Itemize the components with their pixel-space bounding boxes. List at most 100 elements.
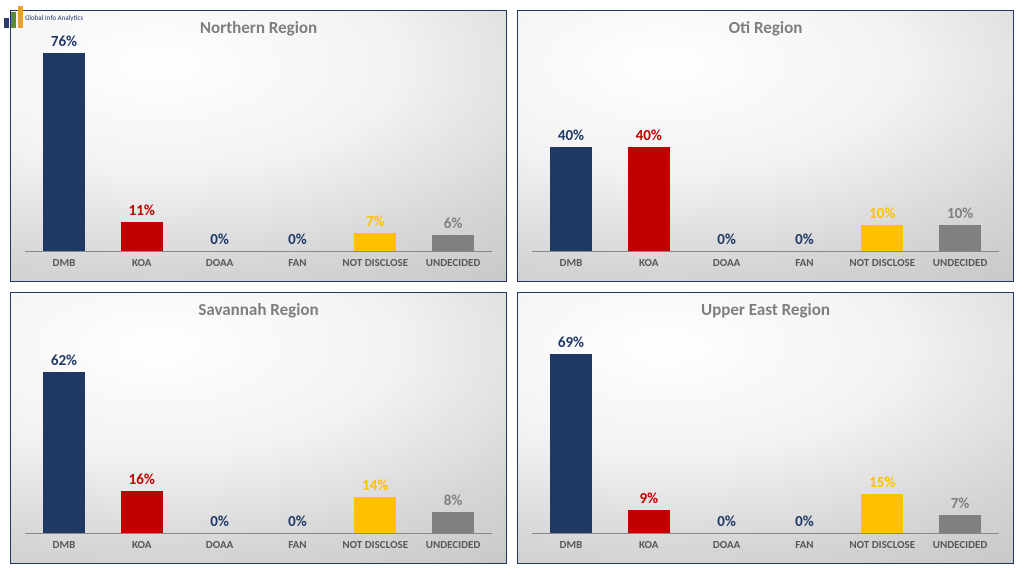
chart-panel: Northern Region76%11%0%0%7%6%DMBKOADOAAF… <box>10 10 507 282</box>
bars: 62% 16% 0% 0% 14% 8% <box>25 325 492 533</box>
bar-value-label: 10% <box>947 205 973 223</box>
bar: 14% <box>354 497 396 533</box>
bar-slot: 10% <box>843 43 921 251</box>
bar-value-label: 62% <box>51 352 77 370</box>
bar: 10% <box>861 225 903 251</box>
axis-label: FAN <box>258 534 336 563</box>
axis-label: NOT DISCLOSE <box>843 252 921 281</box>
panel-title: Upper East Region <box>518 293 1013 320</box>
bar: 16% <box>121 491 163 533</box>
axis-label: KOA <box>610 252 688 281</box>
bar-value-label: 76% <box>51 33 77 51</box>
axis-label: DMB <box>25 252 103 281</box>
bar-value-label: 7% <box>951 495 970 513</box>
bar-value-label: 0% <box>210 231 229 249</box>
chart-grid: Northern Region76%11%0%0%7%6%DMBKOADOAAF… <box>10 10 1014 564</box>
bar-slot: 16% <box>103 325 181 533</box>
bars: 69% 9% 0% 0% 15% 7% <box>532 325 999 533</box>
bar-slot: 0% <box>181 43 259 251</box>
bar-slot: 7% <box>336 43 414 251</box>
bar-value-label: 0% <box>288 513 307 531</box>
bar-slot: 0% <box>258 43 336 251</box>
bar-value-label: 40% <box>636 127 662 145</box>
chart-panel: Upper East Region69%9%0%0%15%7%DMBKOADOA… <box>517 292 1014 564</box>
bar-slot: 0% <box>765 325 843 533</box>
bar-value-label: 11% <box>129 202 155 220</box>
bar-slot: 15% <box>843 325 921 533</box>
axis-label: DOAA <box>181 252 259 281</box>
x-axis: DMBKOADOAAFANNOT DISCLOSEUNDECIDED <box>25 251 492 281</box>
axis-label: NOT DISCLOSE <box>336 252 414 281</box>
bar-slot: 0% <box>765 43 843 251</box>
bar-slot: 10% <box>921 43 999 251</box>
bar-slot: 0% <box>181 325 259 533</box>
bar-slot: 40% <box>532 43 610 251</box>
bar-slot: 7% <box>921 325 999 533</box>
axis-label: NOT DISCLOSE <box>336 534 414 563</box>
bar-value-label: 6% <box>444 215 463 233</box>
logo-bars-icon <box>4 6 23 28</box>
bar-value-label: 9% <box>639 490 658 508</box>
chart-area: 69% 9% 0% 0% 15% 7% <box>532 325 999 533</box>
brand-logo: Global Info Analytics <box>4 2 64 32</box>
axis-label: KOA <box>103 534 181 563</box>
logo-text: Global Info Analytics <box>25 14 83 21</box>
bar: 40% <box>628 147 670 251</box>
chart-area: 62% 16% 0% 0% 14% 8% <box>25 325 492 533</box>
bar-slot: 0% <box>688 43 766 251</box>
bar-value-label: 0% <box>210 513 229 531</box>
axis-label: UNDECIDED <box>414 252 492 281</box>
panel-title: Savannah Region <box>11 293 506 320</box>
bar: 76% <box>43 53 85 251</box>
bar: 7% <box>939 515 981 533</box>
axis-label: DOAA <box>181 534 259 563</box>
bars: 76% 11% 0% 0% 7% 6% <box>25 43 492 251</box>
chart-panel: Oti Region40%40%0%0%10%10%DMBKOADOAAFANN… <box>517 10 1014 282</box>
bar-value-label: 7% <box>366 213 385 231</box>
bar: 8% <box>432 512 474 533</box>
bar-value-label: 14% <box>362 477 388 495</box>
bar-value-label: 15% <box>869 474 895 492</box>
bar-value-label: 16% <box>129 471 155 489</box>
bar-slot: 9% <box>610 325 688 533</box>
bar-slot: 0% <box>688 325 766 533</box>
bar-value-label: 40% <box>558 127 584 145</box>
bar: 40% <box>550 147 592 251</box>
axis-label: DOAA <box>688 534 766 563</box>
bar-slot: 69% <box>532 325 610 533</box>
axis-label: UNDECIDED <box>921 252 999 281</box>
bar: 7% <box>354 233 396 251</box>
axis-label: FAN <box>765 534 843 563</box>
axis-label: KOA <box>610 534 688 563</box>
chart-area: 76% 11% 0% 0% 7% 6% <box>25 43 492 251</box>
x-axis: DMBKOADOAAFANNOT DISCLOSEUNDECIDED <box>532 251 999 281</box>
axis-label: FAN <box>765 252 843 281</box>
bar: 11% <box>121 222 163 251</box>
bar-slot: 14% <box>336 325 414 533</box>
bar-slot: 6% <box>414 43 492 251</box>
axis-label: UNDECIDED <box>921 534 999 563</box>
bar-value-label: 0% <box>717 231 736 249</box>
chart-area: 40% 40% 0% 0% 10% 10% <box>532 43 999 251</box>
axis-label: DMB <box>532 534 610 563</box>
axis-label: NOT DISCLOSE <box>843 534 921 563</box>
bar: 15% <box>861 494 903 533</box>
axis-label: KOA <box>103 252 181 281</box>
bar-value-label: 0% <box>717 513 736 531</box>
bar: 9% <box>628 510 670 533</box>
bar-slot: 76% <box>25 43 103 251</box>
x-axis: DMBKOADOAAFANNOT DISCLOSEUNDECIDED <box>25 533 492 563</box>
axis-label: DMB <box>532 252 610 281</box>
bar-value-label: 69% <box>558 334 584 352</box>
bar: 10% <box>939 225 981 251</box>
bar-slot: 0% <box>258 325 336 533</box>
bar-slot: 40% <box>610 43 688 251</box>
axis-label: DMB <box>25 534 103 563</box>
bar-value-label: 0% <box>795 513 814 531</box>
bar-slot: 11% <box>103 43 181 251</box>
axis-label: FAN <box>258 252 336 281</box>
bar: 62% <box>43 372 85 533</box>
axis-label: UNDECIDED <box>414 534 492 563</box>
bar-value-label: 10% <box>869 205 895 223</box>
x-axis: DMBKOADOAAFANNOT DISCLOSEUNDECIDED <box>532 533 999 563</box>
